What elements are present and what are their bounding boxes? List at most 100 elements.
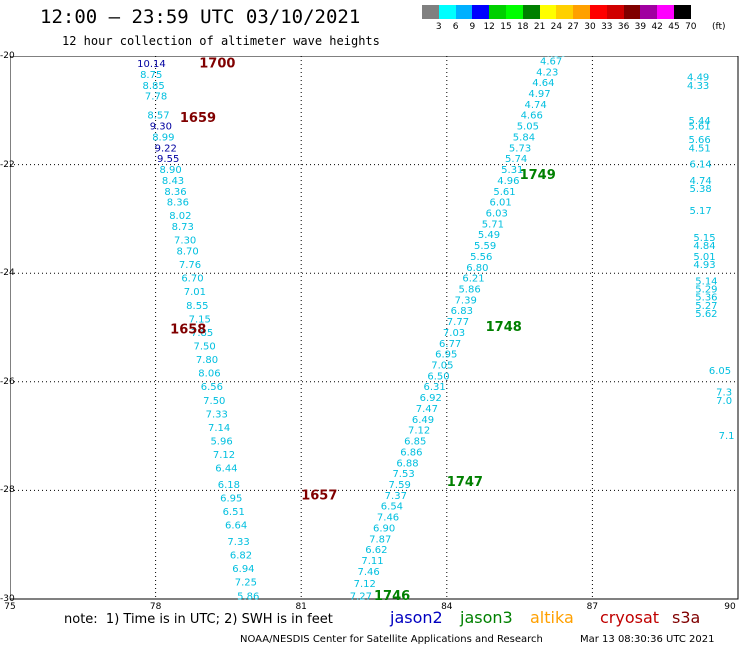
wave-height-point: 4.96 bbox=[497, 176, 519, 187]
wave-height-point: 8.02 bbox=[169, 211, 191, 222]
wave-height-point: 7.37 bbox=[385, 491, 407, 502]
wave-height-point: 5.74 bbox=[505, 154, 527, 165]
wave-height-point: 7.87 bbox=[369, 534, 391, 545]
wave-height-point: 7.11 bbox=[361, 556, 383, 567]
wave-height-point: 6.95 bbox=[220, 494, 242, 505]
wave-height-point: 7.33 bbox=[206, 409, 228, 420]
legend-altika: altika bbox=[530, 608, 574, 627]
colorbar-label: 18 bbox=[517, 22, 529, 32]
wave-height-point: 7.47 bbox=[416, 404, 438, 415]
y-tick-label: -30 bbox=[0, 594, 15, 604]
track-time-label: 1746 bbox=[374, 589, 410, 604]
wave-height-point: 4.97 bbox=[528, 89, 550, 100]
wave-height-point: 7.77 bbox=[447, 317, 469, 328]
wave-height-point: 5.05 bbox=[517, 122, 539, 133]
colorbar-label: 15 bbox=[500, 22, 512, 32]
wave-height-point: 4.84 bbox=[693, 241, 715, 252]
track-time-label: 1657 bbox=[301, 488, 337, 503]
colorbar-swatch bbox=[422, 5, 439, 19]
colorbar-swatch bbox=[489, 5, 506, 19]
wave-height-point: 4.23 bbox=[536, 67, 558, 78]
track-time-label: 1658 bbox=[170, 323, 206, 338]
wave-height-point: 8.36 bbox=[164, 187, 186, 198]
wave-height-point: 7.59 bbox=[389, 480, 411, 491]
wave-height-point: 4.33 bbox=[687, 81, 709, 92]
footnote: note: 1) Time is in UTC; 2) SWH is in fe… bbox=[64, 612, 333, 627]
wave-height-point: 9.55 bbox=[157, 154, 179, 165]
wave-height-point: 5.71 bbox=[482, 219, 504, 230]
colorbar-label: 3 bbox=[435, 22, 442, 32]
wave-height-point: 4.51 bbox=[688, 143, 710, 154]
source-credit: NOAA/NESDIS Center for Satellite Applica… bbox=[240, 634, 543, 645]
plot-frame bbox=[10, 56, 739, 600]
wave-height-point: 6.50 bbox=[427, 371, 449, 382]
wave-height-point: 7.46 bbox=[357, 567, 379, 578]
wave-height-point: 4.93 bbox=[693, 260, 715, 271]
colorbar-label: 9 bbox=[469, 22, 476, 32]
wave-height-point: 7.25 bbox=[235, 578, 257, 589]
y-tick-label: -24 bbox=[0, 268, 15, 279]
wave-height-point: 7.12 bbox=[354, 579, 376, 590]
colorbar-label: 42 bbox=[651, 22, 663, 32]
wave-height-point: 8.57 bbox=[147, 111, 169, 122]
map-title: 12:00 – 23:59 UTC 03/10/2021 bbox=[40, 6, 361, 28]
wave-height-point: 6.77 bbox=[439, 339, 461, 350]
wave-height-point: 6.21 bbox=[462, 274, 484, 285]
colorbar-swatch bbox=[673, 5, 691, 19]
colorbar-labels: 3 6 9 12 15 18 21 24 27 30 33 36 39 42 45 70 bbox=[422, 22, 740, 34]
colorbar-label: 33 bbox=[601, 22, 613, 32]
colorbar-label: 30 bbox=[584, 22, 596, 32]
wave-height-point: 5.66 bbox=[688, 135, 710, 146]
colorbar-label: 39 bbox=[634, 22, 647, 32]
wave-height-point: 5.96 bbox=[210, 437, 232, 448]
colorbar-label: 45 bbox=[668, 22, 680, 32]
colorbar-swatch bbox=[640, 5, 658, 19]
colorbar-swatch bbox=[606, 5, 624, 19]
wave-height-point: 5.84 bbox=[513, 132, 535, 143]
wave-height-point: 7.30 bbox=[174, 236, 196, 247]
wave-height-point: 5.15 bbox=[693, 233, 715, 244]
wave-height-map: 10.148.758.857.78 8.579.308.999.229.558.9… bbox=[10, 56, 739, 604]
wave-height-point: 5.36 bbox=[695, 293, 717, 304]
colorbar bbox=[422, 5, 691, 19]
wave-height-point: 7.46 bbox=[377, 513, 399, 524]
wave-height-point: 7.14 bbox=[208, 423, 230, 434]
wave-height-point: 7.76 bbox=[179, 260, 201, 271]
wave-height-point: 7.50 bbox=[193, 342, 215, 353]
wave-height-point: 6.44 bbox=[215, 464, 237, 475]
y-tick-label: -28 bbox=[0, 485, 15, 496]
wave-height-point: 7.12 bbox=[213, 450, 235, 461]
wave-height-point: 7.1 bbox=[719, 431, 735, 442]
wave-height-point: 9.30 bbox=[150, 122, 172, 133]
x-tick-label: 87 bbox=[586, 602, 599, 612]
wave-height-point: 6.05 bbox=[709, 366, 731, 377]
wave-height-point: 4.49 bbox=[687, 73, 709, 84]
y-tick-label: -26 bbox=[0, 376, 15, 387]
wave-height-point: 8.55 bbox=[186, 301, 208, 312]
map-subtitle: 12 hour collection of altimeter wave hei… bbox=[62, 34, 380, 48]
legend-cryosat: cryosat bbox=[600, 608, 660, 627]
wave-height-point: 5.56 bbox=[470, 252, 492, 263]
wave-height-point: 6.83 bbox=[451, 306, 473, 317]
wave-height-point: 7.0 bbox=[716, 396, 732, 407]
wave-height-point: 7.05 bbox=[431, 361, 453, 372]
legend-jason3: jason3 bbox=[460, 608, 513, 627]
wave-height-point: 6.95 bbox=[435, 350, 457, 361]
wave-height-point: 8.06 bbox=[198, 369, 220, 380]
wave-height-point: 6.92 bbox=[420, 393, 442, 404]
wave-height-point: 8.36 bbox=[167, 198, 189, 209]
wave-height-point: 5.17 bbox=[689, 206, 711, 217]
wave-height-point: 6.54 bbox=[381, 502, 403, 513]
legend-jason2: jason2 bbox=[390, 608, 443, 627]
wave-height-point: 5.86 bbox=[458, 284, 480, 295]
wave-height-point: 7.50 bbox=[203, 396, 225, 407]
colorbar-swatch bbox=[522, 5, 540, 19]
wave-height-point: 7.3 bbox=[716, 388, 732, 399]
wave-height-point: 5.44 bbox=[688, 116, 710, 127]
colorbar-swatch bbox=[539, 5, 557, 19]
wave-height-point: 7.03 bbox=[443, 328, 465, 339]
wave-height-point: 6.18 bbox=[218, 480, 240, 491]
wave-height-point: 5.73 bbox=[509, 143, 531, 154]
wave-height-point: 7.78 bbox=[145, 92, 167, 103]
colorbar-label: 21 bbox=[533, 22, 546, 32]
